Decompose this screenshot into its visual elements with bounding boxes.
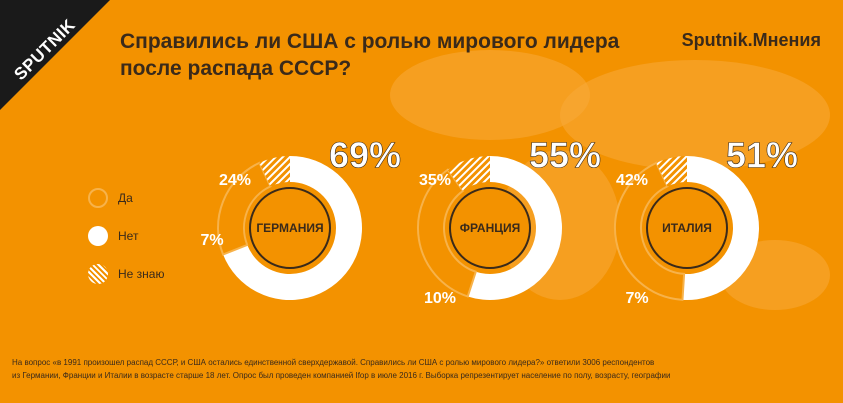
data-label-no-country-1: 69%	[329, 135, 401, 176]
legend-item-yes: Да	[88, 188, 133, 208]
data-label-yes-country-1: 24%	[219, 172, 251, 189]
data-label-dont-know-country-1: 7%	[200, 232, 223, 249]
donut-slice-country-1-no	[223, 156, 362, 300]
donut-slice-country-1-yes	[217, 161, 272, 256]
legend-label-dont-know: Не знаю	[118, 267, 165, 281]
donut-slice-country-2-yes	[417, 168, 478, 298]
footnote-line-2: из Германии, Франции и Италии в возрасте…	[12, 371, 671, 380]
donut-slice-country-3-yes	[614, 161, 686, 301]
legend-swatch-yes	[88, 188, 108, 208]
legend-item-no: Нет	[88, 226, 138, 246]
country-label-country-2: ФРАНЦИЯ	[460, 221, 521, 235]
donut-slice-country-1-dont-know	[259, 156, 290, 187]
data-label-no-country-2: 55%	[529, 135, 601, 176]
data-label-yes-country-3: 42%	[616, 172, 648, 189]
country-label-country-1: ГЕРМАНИЯ	[256, 221, 323, 235]
footnote: На вопрос «в 1991 произошел распад СССР,…	[12, 356, 832, 382]
world-map-background	[560, 60, 830, 170]
title-line-1: Справились ли США с ролью мирового лидер…	[120, 30, 620, 53]
legend-swatch-dont-know	[88, 264, 108, 284]
country-label-country-3: ИТАЛИЯ	[662, 221, 712, 235]
title-line-2: после распада СССР?	[120, 57, 352, 80]
brand-label: Sputnik.Мнения	[681, 30, 821, 50]
donut-slice-country-3-no	[682, 156, 760, 300]
data-label-no-country-3: 51%	[726, 135, 798, 176]
footnote-line-1: На вопрос «в 1991 произошел распад СССР,…	[12, 358, 655, 367]
legend-swatch-no	[88, 226, 108, 246]
donut-slice-country-2-dont-know	[447, 156, 490, 191]
world-map-background	[390, 50, 590, 140]
donut-slice-country-3-dont-know	[656, 156, 687, 187]
data-label-dont-know-country-2: 10%	[424, 290, 456, 307]
donut-center-country-3	[646, 187, 728, 269]
data-label-yes-country-2: 35%	[419, 172, 451, 189]
donut-center-country-1	[249, 187, 331, 269]
data-label-dont-know-country-3: 7%	[625, 290, 648, 307]
legend-label-no: Нет	[118, 229, 139, 243]
donut-center-country-2	[449, 187, 531, 269]
legend-item-dont-know: Не знаю	[88, 264, 164, 284]
sputnik-logo	[0, 0, 110, 110]
donut-slice-country-2-no	[467, 156, 562, 300]
page-title: Справились ли США с ролью мирового лидер…	[120, 28, 640, 82]
legend-label-yes: Да	[118, 191, 133, 205]
